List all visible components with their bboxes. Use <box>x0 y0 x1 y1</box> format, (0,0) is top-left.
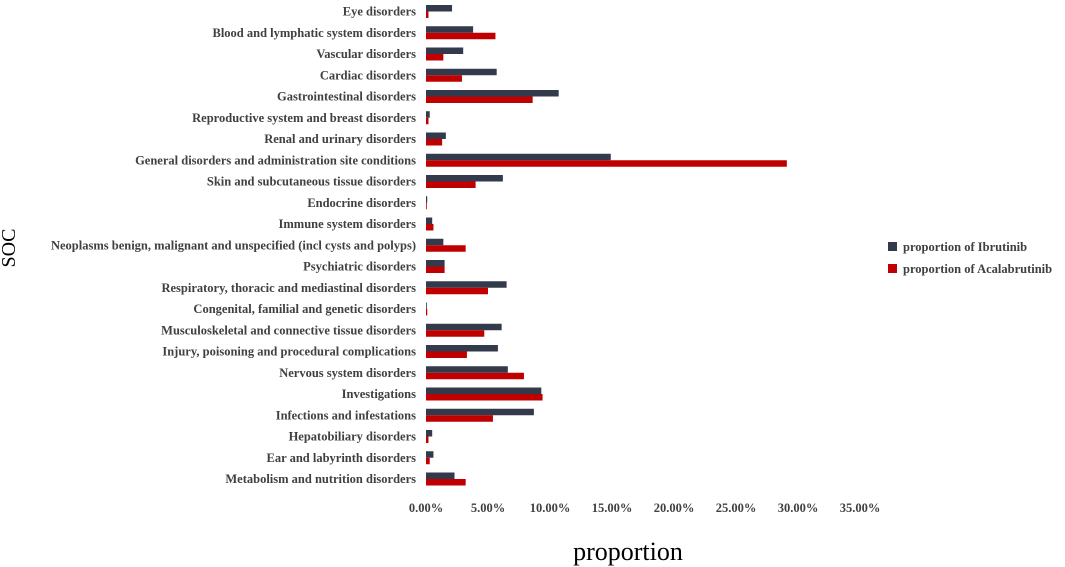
category-label: Immune system disorders <box>279 217 417 231</box>
legend-swatch-acalabrutinib <box>888 264 897 273</box>
x-tick-label: 30.00% <box>778 501 819 515</box>
category-label: Reproductive system and breast disorders <box>192 111 416 125</box>
category-label: Musculoskeletal and connective tissue di… <box>161 323 416 337</box>
category-label: General disorders and administration sit… <box>135 153 416 167</box>
x-tick-label: 35.00% <box>840 501 881 515</box>
y-axis-title: SOC <box>0 229 20 268</box>
category-label: Investigations <box>342 387 416 401</box>
category-label: Injury, poisoning and procedural complic… <box>162 345 416 359</box>
bar-acalabrutinib <box>426 309 428 316</box>
bar-acalabrutinib <box>426 54 444 61</box>
category-label: Eye disorders <box>343 5 416 19</box>
bar-ibrutinib <box>426 387 542 394</box>
bar-acalabrutinib <box>426 266 445 273</box>
category-label: Renal and urinary disorders <box>264 132 416 146</box>
bar-acalabrutinib <box>426 139 443 146</box>
bar-acalabrutinib <box>426 224 434 231</box>
bar-ibrutinib <box>426 47 464 54</box>
bar-acalabrutinib <box>426 202 427 210</box>
legend-swatch-ibrutinib <box>888 242 897 251</box>
bar-ibrutinib <box>426 345 498 352</box>
x-axis-title: proportion <box>573 537 683 566</box>
x-tick-label: 5.00% <box>471 501 505 515</box>
bar-acalabrutinib <box>426 11 429 18</box>
bar-acalabrutinib <box>426 75 462 82</box>
bar-ibrutinib <box>426 366 508 373</box>
bar-ibrutinib <box>426 238 444 246</box>
x-tick-label: 15.00% <box>592 501 633 515</box>
category-label: Ear and labyrinth disorders <box>267 451 417 465</box>
bar-ibrutinib <box>426 323 502 331</box>
bar-acalabrutinib <box>426 181 476 188</box>
bar-acalabrutinib <box>426 372 524 380</box>
bar-ibrutinib <box>426 302 427 309</box>
bar-ibrutinib <box>426 26 474 33</box>
bar-acalabrutinib <box>426 330 485 337</box>
x-tick-label: 10.00% <box>530 501 571 515</box>
category-label: Infections and infestations <box>276 408 416 422</box>
category-label: Neoplasms benign, malignant and unspecif… <box>51 238 416 252</box>
bar-acalabrutinib <box>426 32 496 40</box>
bar-ibrutinib <box>426 153 611 161</box>
bar-ibrutinib <box>426 430 433 437</box>
bar-acalabrutinib <box>426 117 429 125</box>
bars-group <box>426 5 787 486</box>
bar-acalabrutinib <box>426 351 467 358</box>
legend-label-ibrutinib: proportion of Ibrutinib <box>903 240 1027 254</box>
category-label: Endocrine disorders <box>307 196 416 210</box>
bar-acalabrutinib <box>426 415 493 422</box>
bar-ibrutinib <box>426 260 445 267</box>
bar-ibrutinib <box>426 5 453 12</box>
category-label: Psychiatric disorders <box>303 260 416 274</box>
bar-ibrutinib <box>426 90 559 97</box>
bar-ibrutinib <box>426 68 497 76</box>
x-tick-label: 20.00% <box>654 501 695 515</box>
bar-ibrutinib <box>426 175 503 182</box>
category-label: Hepatobiliary disorders <box>289 430 417 444</box>
bar-acalabrutinib <box>426 394 543 401</box>
category-label: Skin and subcutaneous tissue disorders <box>207 175 416 189</box>
bar-ibrutinib <box>426 111 430 118</box>
bar-ibrutinib <box>426 472 455 479</box>
x-tick-label: 25.00% <box>716 501 757 515</box>
category-label: Cardiac disorders <box>320 68 416 82</box>
bar-ibrutinib <box>426 408 534 416</box>
bar-ibrutinib <box>426 196 428 203</box>
category-label: Respiratory, thoracic and mediastinal di… <box>161 281 416 295</box>
bar-acalabrutinib <box>426 160 787 167</box>
category-label: Metabolism and nutrition disorders <box>225 472 416 486</box>
category-label: Blood and lymphatic system disorders <box>213 26 417 40</box>
bar-ibrutinib <box>426 281 507 288</box>
bar-acalabrutinib <box>426 457 430 465</box>
bar-ibrutinib <box>426 451 434 458</box>
category-label: Congenital, familial and genetic disorde… <box>193 302 416 316</box>
x-tick-labels: 0.00% 5.00% 10.00% 15.00% 20.00% 25.00% 30.00%… <box>409 501 881 515</box>
category-labels: Eye disorders Blood and lymphatic system … <box>51 5 416 487</box>
bar-acalabrutinib <box>426 96 533 103</box>
bar-acalabrutinib <box>426 287 488 295</box>
x-tick-label: 0.00% <box>409 501 443 515</box>
category-label: Gastrointestinal disorders <box>277 90 416 104</box>
bar-acalabrutinib <box>426 479 466 486</box>
bar-ibrutinib <box>426 217 433 224</box>
bar-ibrutinib <box>426 132 446 139</box>
legend-label-acalabrutinib: proportion of Acalabrutinib <box>903 262 1052 276</box>
category-label: Nervous system disorders <box>279 366 416 380</box>
bar-acalabrutinib <box>426 245 466 252</box>
legend: proportion of Ibrutinib proportion of Ac… <box>888 240 1052 276</box>
category-label: Vascular disorders <box>316 47 416 61</box>
bar-acalabrutinib <box>426 436 429 443</box>
